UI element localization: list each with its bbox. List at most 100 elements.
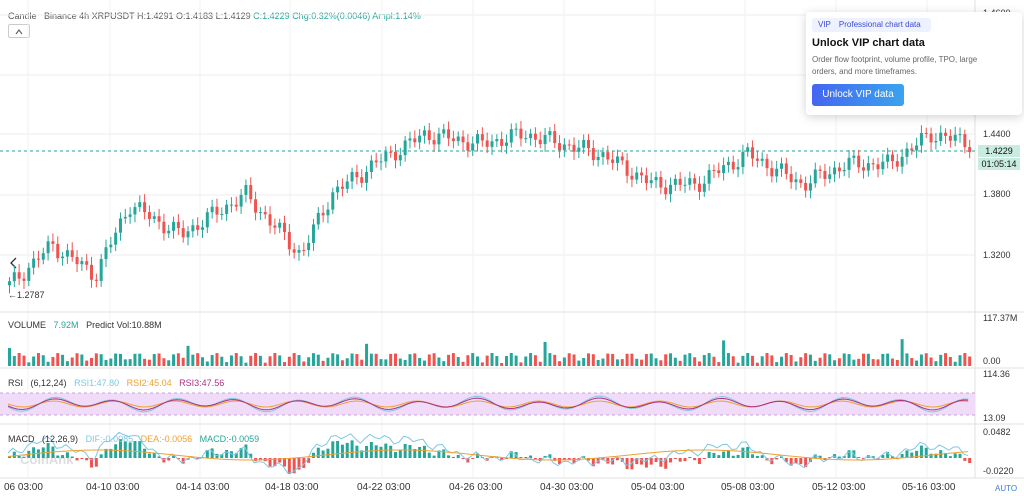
candle-body [905,148,909,157]
volume-bar [900,339,904,366]
macd-histogram-bar [968,458,972,464]
macd-histogram-bar [900,454,904,458]
volume-bar [702,355,706,366]
macd-histogram-bar [278,458,282,463]
volume-bar [466,355,470,366]
macd-histogram-bar [717,455,721,458]
macd-histogram-bar [12,451,16,458]
candle-body [307,242,311,251]
volume-bar [890,358,894,366]
date-label: 04-10 03:00 [86,482,140,493]
macd-histogram-bar [229,451,233,458]
candle-body [152,216,156,219]
rsi1-value: RSI1:47.80 [74,378,120,388]
volume-bar [8,348,11,366]
candle-body [85,261,89,265]
candle-body [340,186,344,189]
volume-bar [316,354,320,366]
macd-histogram-bar [741,447,745,458]
macd-histogram-bar [953,453,957,458]
volume-bar [712,356,716,366]
candle-body [331,192,335,210]
candle-body [186,231,190,238]
volume-bar [784,353,788,366]
rsi-params: (6,12,24) [30,378,67,388]
volume-bar [828,354,832,366]
macd-histogram-bar [32,447,36,458]
volume-bar [167,360,171,366]
volume-bar [673,357,677,366]
macd-histogram-bar [760,455,764,458]
macd-histogram-bar [726,450,730,458]
candle-body [254,199,258,213]
volume-bar [345,358,349,366]
candle-body [278,222,282,228]
chart-type-label: Candle [8,11,37,21]
volume-bar [432,353,436,366]
macd-histogram-bar [644,458,648,468]
volume-bar [519,362,523,366]
candle-body [350,171,354,182]
collapse-button[interactable] [8,24,30,38]
macd-histogram-bar [857,457,861,458]
candle-body [741,151,745,168]
volume-bar [741,355,745,366]
macd-histogram-bar [316,447,320,458]
candle-body [427,130,431,141]
dea-value: DEA:-0.0056 [140,434,193,444]
macd-histogram-bar [871,456,875,458]
candle-body [587,139,590,149]
macd-histogram-bar [432,455,436,458]
volume-bar [94,353,98,366]
macd-histogram-bar [509,451,513,458]
volume-bar [847,354,851,366]
volume-bar [649,353,653,366]
volume-bar [683,354,687,366]
volume-bar [196,353,200,366]
macd-histogram-bar [635,458,639,465]
candle-body [837,167,841,172]
candle-body [760,158,764,161]
candle-body [654,176,658,181]
macd-histogram-bar [109,448,113,458]
volume-bar [427,354,431,366]
candle-body [287,232,291,250]
macd-histogram-bar [413,448,417,458]
macd-histogram-bar [615,458,619,461]
amplitude-value: Ampl:1.14% [372,11,421,21]
candle-body [268,214,272,226]
macd-histogram-bar [331,441,335,458]
volume-bar [461,361,465,366]
volume-bar [205,361,209,366]
macd-histogram-bar [611,458,615,465]
candle-body [234,204,238,207]
volume-bar [394,353,397,366]
predict-volume: Predict Vol:10.88M [86,320,162,330]
macd-histogram-bar [929,453,933,458]
candle-body [273,225,277,228]
volume-bar [524,356,528,366]
candle-body [770,168,774,177]
auto-scale-button[interactable]: AUTO [995,484,1018,493]
candle-body [929,133,933,143]
volume-bar [90,357,94,366]
macd-histogram-bar [321,450,325,458]
candle-body [794,179,798,183]
volume-bar [229,355,233,366]
candle-body [8,281,11,286]
volume-bar [919,354,923,366]
volume-bar [833,360,837,366]
volume-bar [273,353,277,366]
volume-bar [331,353,335,366]
candle-body [968,147,972,153]
volume-bar [254,353,258,366]
volume-bar [201,357,204,366]
candle-body [601,152,605,157]
macd-histogram-bar [360,450,364,458]
volume-bar [369,353,373,366]
candle-body [22,278,26,281]
unlock-vip-button[interactable]: Unlock VIP data [812,84,904,106]
candle-body [644,175,648,184]
candle-body [548,131,552,135]
